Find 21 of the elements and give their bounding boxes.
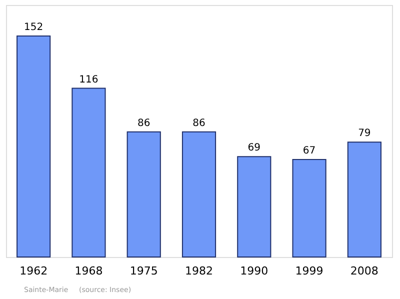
data-label: 69 [248,142,261,154]
x-tick-label: 1968 [74,264,103,278]
data-label: 67 [302,146,316,157]
x-tick-label: 1975 [130,264,158,278]
bar [347,142,382,258]
data-label: 86 [137,118,150,129]
data-label: 152 [24,22,44,33]
x-tick-label: 1982 [185,264,213,278]
x-tick-label: 1990 [240,264,268,278]
x-tick-label: 1962 [20,264,48,278]
bar [237,156,272,258]
bar [126,131,161,258]
bar [16,35,51,258]
data-label: 86 [192,118,206,129]
x-tick-label: 1999 [295,264,324,278]
data-label: 79 [358,128,371,140]
data-label: 116 [79,74,98,86]
bar [292,159,326,258]
bar [72,88,106,258]
x-tick-label: 2008 [350,264,378,278]
bar [182,131,216,258]
